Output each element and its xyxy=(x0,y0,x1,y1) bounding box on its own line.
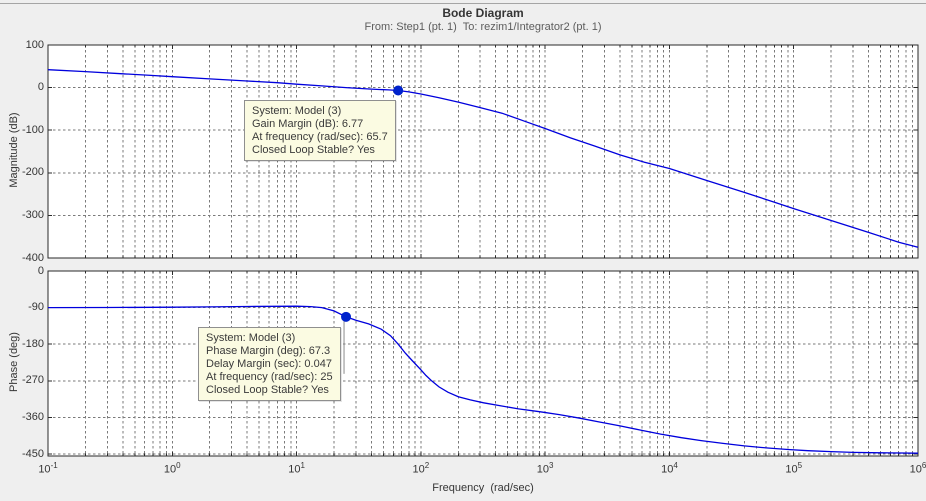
magnitude-plot-background xyxy=(48,45,918,258)
y-tick-label: -90 xyxy=(28,301,44,314)
phase-plot-frame xyxy=(47,270,919,457)
chart-subtitle: From: Step1 (pt. 1) To: rezim1/Integrato… xyxy=(364,21,602,33)
chart-title: Bode Diagram xyxy=(442,6,524,20)
x-tick-label: 103 xyxy=(536,461,554,476)
x-tick-label: 102 xyxy=(412,461,430,476)
y-tick-label: -180 xyxy=(21,337,44,350)
y-tick-label: -400 xyxy=(21,251,44,264)
datatip-line-stable: Closed Loop Stable? Yes xyxy=(252,144,375,156)
datatip-line-stable: Closed Loop Stable? Yes xyxy=(206,384,329,396)
phase-axis-label: Phase (deg) xyxy=(8,332,20,392)
datatip-line-system: System: Model (3) xyxy=(252,105,342,117)
datatip-phase-margin[interactable]: System: Model (3) Phase Margin (deg): 67… xyxy=(198,327,341,401)
y-tick-label: -300 xyxy=(21,208,44,221)
datatip-line-gain-margin: Gain Margin (dB): 6.77 xyxy=(252,118,364,130)
y-tick-label: 100 xyxy=(25,38,44,51)
magnitude-plot-frame xyxy=(47,44,919,259)
datatip-line-frequency: At frequency (rad/sec): 25 xyxy=(206,371,333,383)
y-tick-label: 0 xyxy=(37,264,44,277)
y-tick-label: -360 xyxy=(21,410,44,423)
x-tick-label: 105 xyxy=(785,461,803,476)
y-tick-label: -270 xyxy=(21,374,44,387)
phase-plot-curve[interactable] xyxy=(47,305,919,454)
x-tick-label: 101 xyxy=(288,461,305,476)
x-tick-label: 10-1 xyxy=(38,461,58,476)
phase-plot-background xyxy=(48,271,918,456)
gain-margin-marker[interactable] xyxy=(393,85,404,96)
x-tick-label: 106 xyxy=(909,461,926,476)
y-tick-label: -450 xyxy=(21,447,44,460)
datatip-line-delay-margin: Delay Margin (sec): 0.047 xyxy=(206,358,332,370)
y-tick-label: -100 xyxy=(21,123,44,136)
x-tick-label: 100 xyxy=(163,461,181,476)
datatip-line-system: System: Model (3) xyxy=(206,332,296,344)
datatip-gain-margin[interactable]: System: Model (3) Gain Margin (dB): 6.77… xyxy=(244,100,396,161)
x-tick-label: 104 xyxy=(661,461,678,476)
y-tick-label: 0 xyxy=(37,81,44,94)
y-tick-label: -200 xyxy=(21,166,44,179)
magnitude-plot-curve[interactable] xyxy=(47,69,919,248)
phase-margin-marker[interactable] xyxy=(341,311,352,322)
datatip-line-phase-margin: Phase Margin (deg): 67.3 xyxy=(206,345,331,357)
datatip-line-frequency: At frequency (rad/sec): 65.7 xyxy=(252,131,388,143)
frequency-axis-label: Frequency (rad/sec) xyxy=(432,482,534,494)
toolbar-bottom-edge xyxy=(0,3,926,4)
